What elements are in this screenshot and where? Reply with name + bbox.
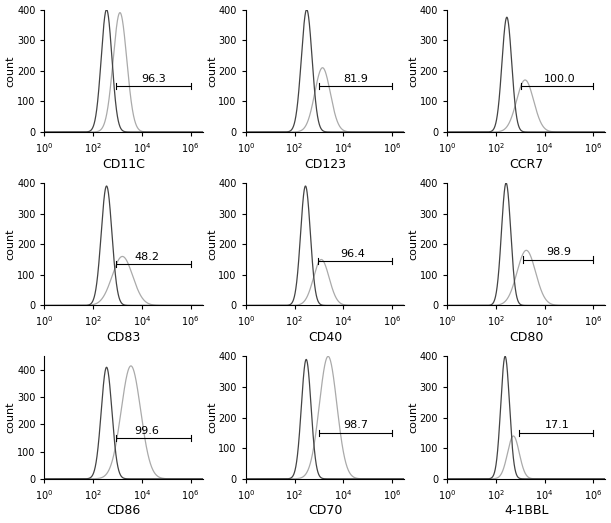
X-axis label: CD40: CD40: [308, 331, 342, 344]
Text: 96.4: 96.4: [340, 248, 365, 258]
Y-axis label: count: count: [5, 402, 15, 434]
Y-axis label: count: count: [5, 229, 15, 260]
Text: 96.3: 96.3: [142, 74, 166, 84]
Text: 48.2: 48.2: [134, 252, 159, 262]
Text: 98.9: 98.9: [547, 247, 572, 257]
Y-axis label: count: count: [408, 229, 419, 260]
Y-axis label: count: count: [408, 55, 419, 86]
Text: 81.9: 81.9: [343, 74, 368, 84]
X-axis label: 4-1BBL: 4-1BBL: [504, 505, 549, 517]
Y-axis label: count: count: [207, 229, 217, 260]
X-axis label: CD80: CD80: [509, 331, 544, 344]
X-axis label: CD70: CD70: [308, 505, 342, 517]
X-axis label: CCR7: CCR7: [509, 157, 543, 170]
Text: 17.1: 17.1: [544, 420, 569, 430]
X-axis label: CD123: CD123: [304, 157, 346, 170]
X-axis label: CD86: CD86: [106, 505, 141, 517]
Y-axis label: count: count: [207, 55, 217, 86]
Text: 100.0: 100.0: [543, 74, 575, 84]
Y-axis label: count: count: [5, 55, 15, 86]
X-axis label: CD11C: CD11C: [102, 157, 145, 170]
Text: 98.7: 98.7: [343, 420, 368, 430]
Y-axis label: count: count: [207, 402, 217, 434]
Text: 99.6: 99.6: [134, 426, 159, 436]
X-axis label: CD83: CD83: [106, 331, 141, 344]
Y-axis label: count: count: [408, 402, 419, 434]
